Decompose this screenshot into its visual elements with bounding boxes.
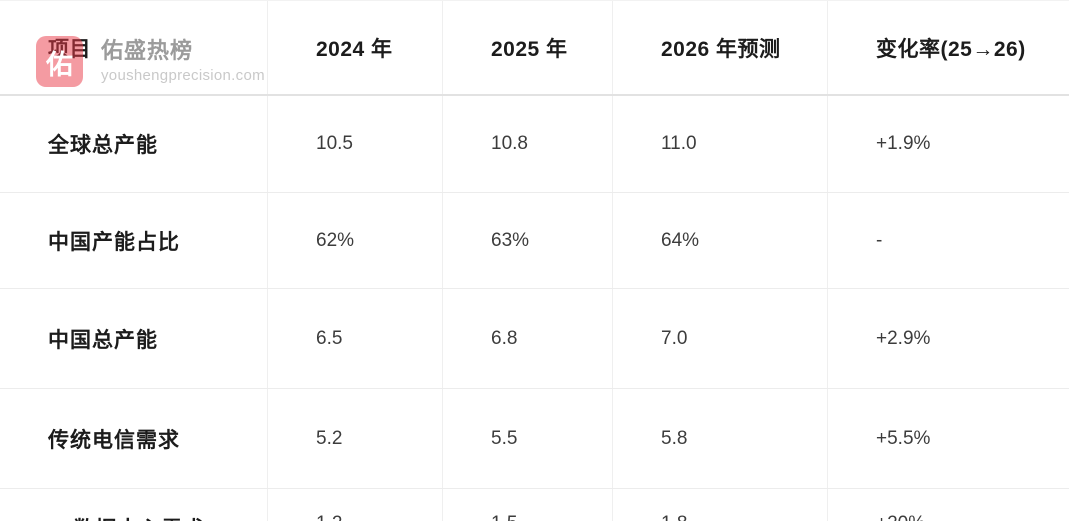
- table-cell: 5.8: [613, 389, 828, 488]
- table-cell: +20%: [828, 489, 1069, 521]
- table-cell: 5.5: [443, 389, 613, 488]
- row-label: 中国产能占比: [0, 193, 268, 288]
- table-cell: 5.2: [268, 389, 443, 488]
- table-cell: 1.8: [613, 489, 828, 521]
- table-header-row: 项目 2024 年 2025 年 2026 年预测 变化率(25→26): [0, 1, 1069, 96]
- col-header-2025: 2025 年: [443, 1, 613, 94]
- col-header-change-rate: 变化率(25→26): [876, 37, 1026, 61]
- table-cell: 7.0: [613, 289, 828, 388]
- table-cell: 63%: [443, 193, 613, 288]
- row-label: 中国总产能: [0, 289, 268, 388]
- table-row-china-share: 中国产能占比 62% 63% 64% -: [0, 193, 1069, 289]
- table-cell: 64%: [613, 193, 828, 288]
- table-cell: 6.5: [268, 289, 443, 388]
- col-header-2024: 2024 年: [268, 1, 443, 94]
- table-cell: -: [876, 229, 883, 251]
- row-label: 全球总产能: [0, 96, 268, 192]
- col-header-2026: 2026 年预测: [613, 1, 828, 94]
- table-row-china-capacity: 中国总产能 6.5 6.8 7.0 +2.9%: [0, 289, 1069, 389]
- table-row-global-capacity: 全球总产能 10.5 10.8 11.0 +1.9%: [0, 96, 1069, 193]
- table-cell: +2.9%: [876, 327, 931, 349]
- table-cell: 6.8: [443, 289, 613, 388]
- row-label: AI数据中心需求: [0, 489, 268, 521]
- row-label: 传统电信需求: [0, 389, 268, 488]
- col-header-item: 项目: [0, 1, 268, 94]
- table-cell: 10.5: [268, 96, 443, 192]
- table-cell: +1.9%: [876, 133, 931, 154]
- table-cell: +5.5%: [876, 427, 931, 449]
- table-cell: 10.8: [443, 96, 613, 192]
- table-cell: 1.2: [268, 489, 443, 521]
- table-row-clipped: AI数据中心需求 1.2 1.5 1.8 +20%: [0, 489, 1069, 521]
- table-cell: 11.0: [613, 96, 828, 192]
- table-cell: 1.5: [443, 489, 613, 521]
- table-row-telecom-demand: 传统电信需求 5.2 5.5 5.8 +5.5%: [0, 389, 1069, 489]
- table-cell: 62%: [268, 193, 443, 288]
